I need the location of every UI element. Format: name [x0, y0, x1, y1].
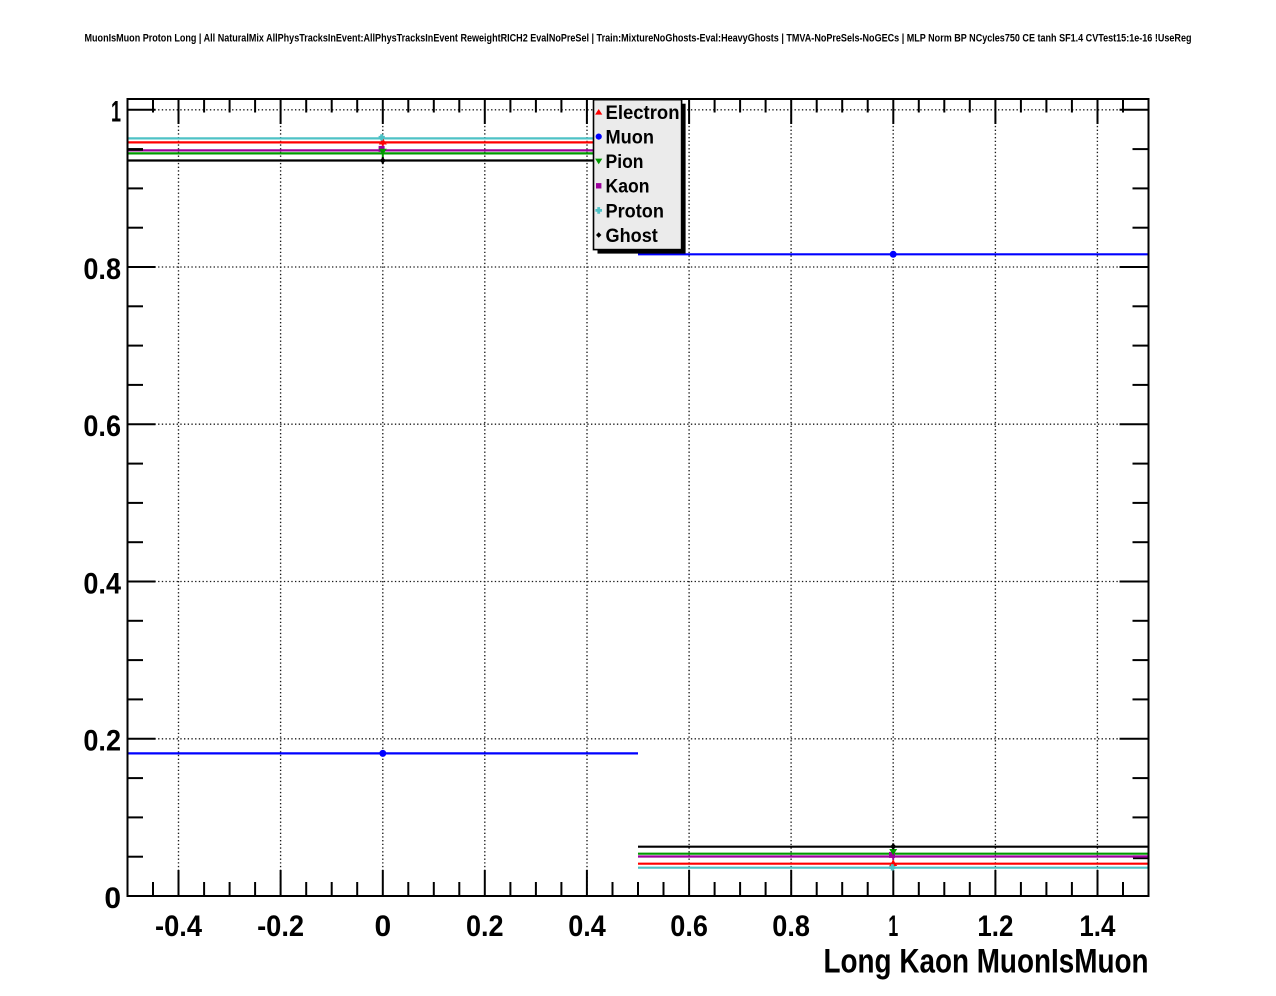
svg-text:0.8: 0.8: [772, 910, 810, 943]
svg-text:Proton: Proton: [606, 201, 665, 222]
svg-text:Long Kaon MuonIsMuon: Long Kaon MuonIsMuon: [824, 942, 1149, 980]
svg-text:0.8: 0.8: [83, 253, 121, 286]
svg-text:0.4: 0.4: [83, 567, 121, 600]
svg-text:-0.4: -0.4: [155, 910, 202, 943]
svg-text:0: 0: [374, 910, 391, 943]
svg-text:0.2: 0.2: [83, 725, 121, 758]
svg-text:1: 1: [111, 96, 121, 129]
svg-text:1.4: 1.4: [1079, 910, 1115, 943]
svg-text:0.2: 0.2: [466, 910, 504, 943]
svg-text:MuonIsMuon Proton Long | All N: MuonIsMuon Proton Long | All NaturalMix …: [85, 33, 1192, 45]
svg-text:-0.2: -0.2: [257, 910, 304, 943]
svg-text:0: 0: [104, 882, 121, 915]
svg-text:1.2: 1.2: [977, 910, 1013, 943]
svg-text:0.6: 0.6: [83, 410, 121, 443]
svg-text:1: 1: [888, 910, 898, 943]
svg-text:0.4: 0.4: [568, 910, 606, 943]
svg-text:Muon: Muon: [606, 128, 655, 149]
svg-text:Ghost: Ghost: [606, 226, 659, 247]
svg-text:Pion: Pion: [606, 152, 644, 173]
svg-text:0.6: 0.6: [670, 910, 708, 943]
svg-text:Electron: Electron: [606, 103, 680, 124]
svg-text:Kaon: Kaon: [606, 177, 650, 198]
